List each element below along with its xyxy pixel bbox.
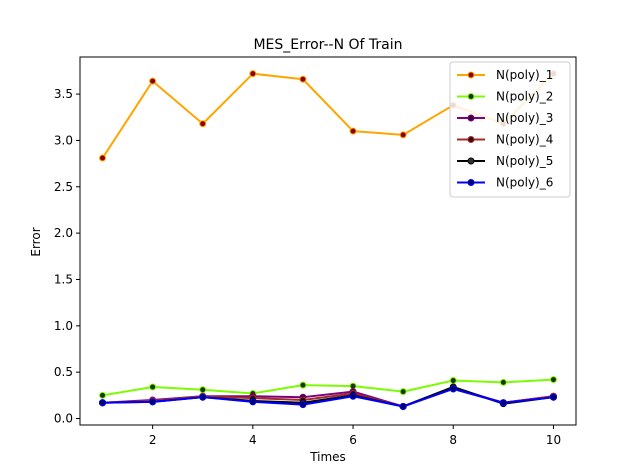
series-line-2 [102, 378, 554, 397]
data-point-series-2 [549, 376, 557, 384]
data-point-series-6 [399, 402, 407, 410]
chart-title: MES_Error--N Of Train [253, 37, 402, 53]
data-point-series-2 [499, 378, 507, 386]
x-tick-label: 6 [349, 433, 357, 447]
y-tick-label: 1.5 [54, 272, 73, 286]
legend-marker-4 [467, 136, 475, 143]
data-point-series-6 [149, 398, 157, 406]
y-tick-label: 0.5 [54, 365, 73, 379]
y-tick-label: 3.5 [54, 87, 73, 101]
plot-frame [79, 56, 577, 426]
data-point-series-1 [199, 120, 207, 128]
x-tick-label: 4 [249, 433, 257, 447]
x-tick-label: 10 [546, 433, 561, 447]
data-point-series-2 [449, 377, 457, 385]
legend-label-3: N(poly)_3 [496, 111, 553, 125]
y-axis-label: Error [29, 227, 43, 256]
data-point-series-6 [249, 398, 257, 406]
y-tick-label: 0.0 [54, 412, 73, 426]
data-point-series-2 [99, 391, 107, 399]
data-point-series-6 [499, 399, 507, 407]
x-axis-label: Times [309, 450, 346, 464]
data-point-series-1 [149, 77, 157, 85]
legend-label-5: N(poly)_5 [496, 154, 553, 168]
legend-marker-3 [467, 114, 475, 122]
data-point-series-1 [299, 75, 307, 83]
data-point-series-1 [249, 70, 257, 78]
data-point-series-1 [349, 127, 357, 135]
data-point-series-6 [449, 385, 457, 393]
data-point-series-2 [399, 388, 407, 396]
legend-label-4: N(poly)_4 [496, 133, 553, 147]
data-point-series-1 [99, 154, 107, 162]
data-point-series-6 [299, 401, 307, 409]
data-point-series-6 [349, 392, 357, 400]
y-tick-label: 2.5 [54, 180, 73, 194]
series-line-6 [102, 387, 554, 408]
legend-label-6: N(poly)_6 [496, 176, 553, 190]
legend-marker-5 [467, 157, 475, 165]
legend-marker-1 [467, 71, 475, 79]
data-point-series-6 [549, 393, 557, 401]
legend-label-2: N(poly)_2 [496, 90, 553, 104]
data-point-series-2 [199, 386, 207, 394]
y-tick-label: 2.0 [54, 226, 73, 240]
legend-marker-2 [467, 93, 475, 100]
y-tick-label: 1.0 [54, 319, 73, 333]
data-point-series-2 [299, 381, 307, 389]
data-point-series-2 [149, 383, 157, 391]
x-tick-label: 8 [449, 433, 457, 447]
y-tick-label: 3.0 [54, 133, 73, 147]
data-point-series-6 [99, 399, 107, 407]
legend-marker-6 [467, 179, 475, 186]
data-point-series-1 [399, 131, 407, 139]
legend-label-1: N(poly)_1 [496, 68, 553, 82]
data-point-series-6 [199, 393, 207, 401]
x-tick-label: 2 [149, 433, 157, 447]
